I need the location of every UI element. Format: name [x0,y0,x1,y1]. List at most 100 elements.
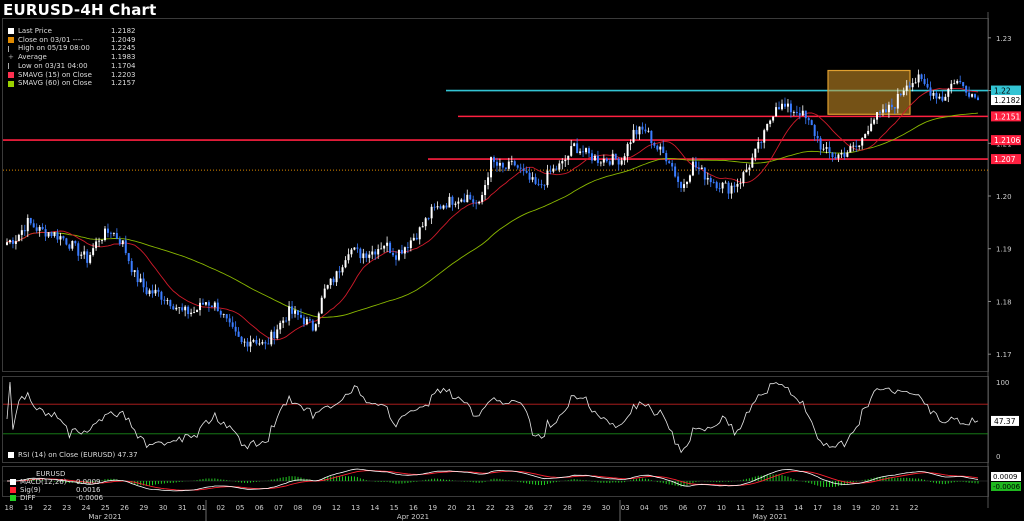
candle-down [590,153,593,161]
candle-up [775,107,778,117]
candle-down [608,161,611,165]
candle-down [778,107,781,110]
rsi-tick-label: 100 [996,379,1009,387]
candle-up [757,142,760,149]
candle-down [495,161,498,166]
candle-up [944,96,947,101]
legend-row-last-price: Last Price 1.2182 [8,27,136,36]
candle-up [570,146,573,156]
candle-down [908,85,911,88]
candle-up [781,103,784,110]
chart-title: EURUSD-4H Chart [3,1,157,19]
candle-up [184,306,187,311]
candle-up [861,138,864,146]
candle-down [893,107,896,109]
candle-up [258,343,261,345]
candle-up [26,217,29,232]
candle-up [204,302,207,305]
candle-down [187,306,190,315]
candle-up [917,74,920,83]
price-tag-bg [991,111,1021,122]
candle-up [454,203,457,205]
x-tick-label: 08 [293,504,302,512]
candle-down [475,202,478,204]
candle-up [638,126,641,135]
legend-row-low: Low on 03/31 04:00 1.1704 [8,62,136,71]
candle-up [222,314,225,315]
candle-up [938,96,941,99]
candle-down [504,167,507,169]
candle-down [216,302,219,311]
candle-up [193,312,196,313]
candle-up [14,241,17,244]
candle-up [279,322,282,330]
legend-label: SMAVG (15) on Close [18,70,92,79]
candle-down [415,237,418,240]
candle-up [92,248,95,255]
price-legend: Last Price 1.2182 Close on 03/01 ---- 1.20… [8,27,136,88]
candle-up [457,201,460,204]
candle-up [329,278,332,286]
candle-down [356,247,359,249]
candle-up [599,162,602,164]
candle-down [311,320,314,331]
candle-up [510,161,513,163]
candle-down [783,103,786,107]
candle-down [959,80,962,83]
candle-down [267,343,270,345]
candle-up [481,195,484,202]
candle-up [887,104,890,113]
candle-up [442,205,445,209]
candle-down [727,182,730,194]
candle-up [341,267,344,273]
x-tick-label: 02 [216,504,225,512]
candle-up [478,201,481,204]
candle-up [754,148,757,158]
candle-up [736,183,739,187]
diff-legend-row: DIFF -0.0006 [10,494,103,502]
y-tick-label: 1.23 [996,35,1012,43]
candle-up [448,196,451,208]
macd-tag-label: -0.0006 [993,483,1021,491]
candle-up [121,240,124,245]
candle-up [867,130,870,135]
candle-up [786,103,789,107]
candle-down [760,142,763,143]
candle-down [56,232,59,240]
legend-label: Sig(9) [20,486,41,494]
candle-up [276,329,279,339]
candle-up [412,237,415,241]
x-tick-label: 26 [524,504,533,512]
candle-down [160,291,163,300]
candle-up [546,170,549,186]
candle-up [531,177,534,180]
x-tick-label: 03 [621,504,630,512]
x-tick-label: 12 [332,504,341,512]
candle-up [196,310,199,313]
candle-up [742,172,745,184]
candle-down [338,271,341,273]
candle-down [439,206,442,209]
candle-up [748,167,751,170]
candle-up [80,254,83,256]
candle-up [148,290,151,294]
x-tick-label: 19 [428,504,437,512]
x-tick-label: 22 [43,504,52,512]
legend-swatch [10,479,16,485]
candle-up [825,147,828,149]
candle-down [157,289,160,292]
legend-value: 1.2203 [111,70,136,79]
candle-up [175,307,178,310]
legend-row-average: + Average 1.1983 [8,53,136,62]
legend-value: 0.0009 [76,478,101,486]
candle-down [29,217,32,224]
candle-down [109,232,112,234]
candle-up [573,143,576,147]
candle-down [469,194,472,200]
candle-down [62,236,65,239]
candle-down [44,229,47,237]
candle-up [139,278,142,283]
average-marker-icon: + [8,53,14,62]
candle-up [112,233,115,234]
